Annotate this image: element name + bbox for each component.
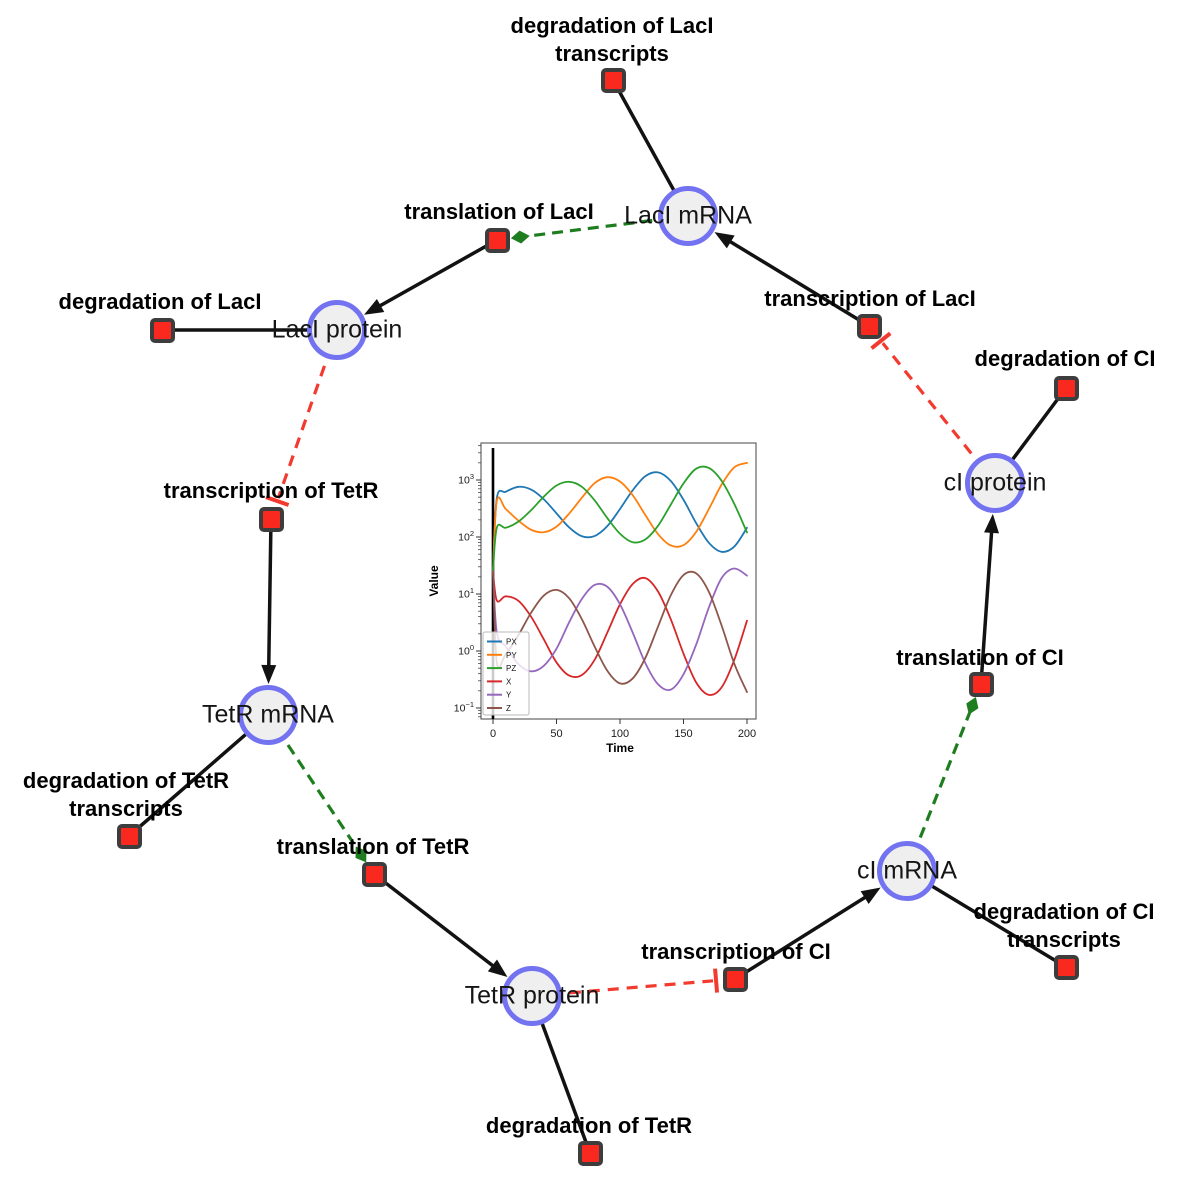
- chart-x-tick-label: 50: [550, 728, 562, 740]
- reaction-node-deg-tetr-transcripts[interactable]: [116, 823, 142, 849]
- chart-legend-label-PX: PX: [506, 638, 517, 647]
- reaction-label-translation-ci: translation of CI: [896, 645, 1064, 670]
- reaction-label-translation-laci: translation of LacI: [404, 199, 594, 224]
- chart-legend-label-X: X: [506, 677, 512, 686]
- reaction-label-deg-laci: degradation of LacI: [58, 289, 262, 314]
- chart-series-PY: [492, 461, 748, 573]
- chart-x-tick-label: 200: [738, 728, 756, 740]
- edge-translation-laci-laci-protein: [364, 238, 498, 315]
- reaction-label-deg-ci-transcripts: degradation of CI transcripts: [973, 899, 1155, 952]
- chart-series-PZ: [492, 465, 748, 573]
- edge-translation-ci-ci-protein: [979, 513, 1000, 685]
- chart-curves: [492, 461, 748, 696]
- reaction-node-translation-laci[interactable]: [484, 227, 510, 253]
- species-node-laci-protein[interactable]: [307, 300, 367, 360]
- edge-tetr-protein-txn-ci: [531, 968, 720, 998]
- chart-y-tick-label: 102: [458, 529, 474, 544]
- chart-legend: PX PY PZ XYZ: [482, 631, 530, 716]
- reaction-node-translation-ci[interactable]: [968, 671, 994, 697]
- chart-y-tick-label: 10−1: [454, 700, 474, 715]
- species-label-laci-mrna: LacI mRNA: [624, 201, 752, 230]
- species-node-ci-mrna[interactable]: [877, 841, 937, 901]
- chart-x-tick-label: 100: [611, 728, 629, 740]
- reaction-label-deg-tetr: degradation of TetR: [485, 1113, 693, 1138]
- edge-txn-laci-laci-mrna: [714, 232, 870, 328]
- species-node-tetr-protein[interactable]: [502, 966, 562, 1026]
- reaction-node-deg-tetr[interactable]: [577, 1140, 603, 1166]
- chart-legend-label-PY: PY: [506, 651, 517, 660]
- reaction-label-txn-tetr: transcription of TetR: [163, 478, 379, 503]
- reaction-label-txn-laci: transcription of LacI: [764, 286, 976, 311]
- chart-y-tick-label: 103: [458, 472, 474, 487]
- reaction-label-translation-tetr: translation of TetR: [276, 834, 470, 859]
- chart-x-tick-label: 150: [674, 728, 692, 740]
- reaction-node-txn-ci[interactable]: [722, 966, 748, 992]
- chart-x-tick-label: 0: [490, 728, 496, 740]
- species-node-tetr-mrna[interactable]: [238, 685, 298, 745]
- reaction-label-deg-tetr-transcripts: degradation of TetR transcripts: [22, 768, 230, 821]
- reaction-label-deg-ci: degradation of CI: [974, 346, 1156, 371]
- chart-legend-label-Z: Z: [506, 704, 511, 713]
- species-node-laci-mrna[interactable]: [658, 186, 718, 246]
- species-label-tetr-protein: TetR protein: [464, 981, 600, 1010]
- species-label-laci-protein: LacI protein: [271, 315, 403, 344]
- species-label-tetr-mrna: TetR mRNA: [202, 700, 334, 729]
- species-node-ci-protein[interactable]: [965, 453, 1025, 513]
- reaction-label-deg-laci-transcripts: degradation of LacI transcripts: [510, 13, 714, 66]
- reaction-node-txn-tetr[interactable]: [258, 506, 284, 532]
- chart-series-PX: [492, 471, 748, 573]
- chart-x-axis-label: Time: [606, 741, 634, 755]
- chart-y-tick-label: 100: [458, 643, 474, 658]
- chart-y-axis-label: Value: [427, 565, 441, 597]
- species-label-ci-protein: cI protein: [943, 468, 1047, 497]
- chart-legend-label-PZ: PZ: [506, 664, 516, 673]
- edge-translation-tetr-tetr-protein: [372, 872, 508, 978]
- chart-series-Z: [492, 570, 748, 694]
- reaction-node-translation-tetr[interactable]: [361, 861, 387, 887]
- edge-ci-mrna-deg-ci-transcripts: [906, 869, 1067, 969]
- reaction-node-deg-ci[interactable]: [1053, 375, 1079, 401]
- reaction-node-deg-laci[interactable]: [149, 317, 175, 343]
- reaction-label-txn-ci: transcription of CI: [641, 939, 831, 964]
- edge-txn-tetr-tetr-mrna: [261, 518, 277, 685]
- reaction-node-deg-ci-transcripts[interactable]: [1053, 954, 1079, 980]
- edge-txn-ci-ci-mrna: [734, 887, 881, 981]
- species-label-ci-mrna: cI mRNA: [857, 856, 957, 885]
- chart-y-tick-label: 101: [458, 586, 474, 601]
- chart-legend-label-Y: Y: [506, 691, 512, 700]
- chart-series-X: [492, 570, 748, 696]
- reaction-node-deg-laci-transcripts[interactable]: [600, 67, 626, 93]
- reaction-node-txn-laci[interactable]: [856, 313, 882, 339]
